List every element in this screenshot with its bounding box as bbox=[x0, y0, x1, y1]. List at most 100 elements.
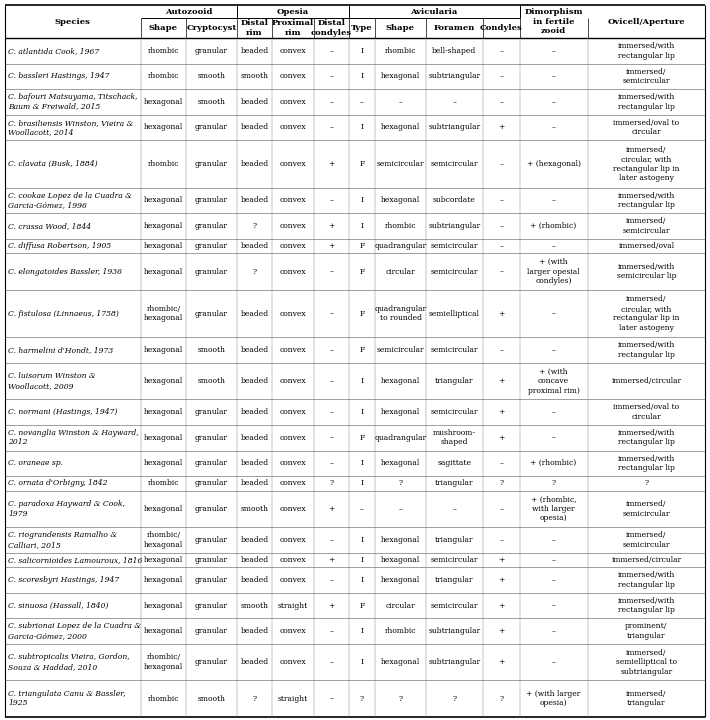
Text: –: – bbox=[360, 98, 364, 106]
Text: rhombic/
hexagonal: rhombic/ hexagonal bbox=[143, 654, 183, 671]
Text: convex: convex bbox=[280, 556, 306, 564]
Text: granular: granular bbox=[195, 505, 228, 513]
Text: beaded: beaded bbox=[240, 576, 268, 584]
Text: straight: straight bbox=[278, 695, 308, 703]
Text: –: – bbox=[329, 536, 333, 544]
Text: semicircular: semicircular bbox=[430, 268, 478, 276]
Text: immersed/with
semicircular lip: immersed/with semicircular lip bbox=[616, 263, 676, 280]
Text: C. scoresbyri Hastings, 1947: C. scoresbyri Hastings, 1947 bbox=[8, 576, 119, 584]
Text: ?: ? bbox=[360, 695, 364, 703]
Text: –: – bbox=[552, 627, 555, 635]
Text: beaded: beaded bbox=[240, 536, 268, 544]
Text: –: – bbox=[552, 556, 555, 564]
Text: Dimorphism
in fertile
zooid: Dimorphism in fertile zooid bbox=[524, 8, 583, 35]
Text: C. brasiliensis Winston, Vieira &
Woollacott, 2014: C. brasiliensis Winston, Vieira & Woolla… bbox=[8, 119, 133, 136]
Text: hexagonal: hexagonal bbox=[143, 556, 183, 564]
Text: +: + bbox=[328, 505, 334, 513]
Text: circular: circular bbox=[386, 268, 415, 276]
Text: C. riograndensis Ramalho &
Calliari, 2015: C. riograndensis Ramalho & Calliari, 201… bbox=[8, 531, 117, 549]
Text: –: – bbox=[499, 242, 503, 250]
Text: F: F bbox=[359, 346, 365, 354]
Text: hexagonal: hexagonal bbox=[143, 377, 183, 385]
Text: +: + bbox=[498, 408, 504, 416]
Text: immersed/with
rectangular lip: immersed/with rectangular lip bbox=[618, 454, 675, 472]
Text: beaded: beaded bbox=[240, 658, 268, 666]
Text: hexagonal: hexagonal bbox=[381, 658, 420, 666]
Text: subcordate: subcordate bbox=[433, 197, 476, 204]
Text: –: – bbox=[499, 47, 503, 55]
Text: convex: convex bbox=[280, 47, 306, 55]
Text: C. diffusa Robertson, 1905: C. diffusa Robertson, 1905 bbox=[8, 242, 111, 250]
Text: immersed/
semicircular: immersed/ semicircular bbox=[623, 217, 670, 235]
Text: hexagonal: hexagonal bbox=[143, 576, 183, 584]
Text: convex: convex bbox=[280, 72, 306, 81]
Text: C. bassleri Hastings, 1947: C. bassleri Hastings, 1947 bbox=[8, 72, 109, 81]
Text: –: – bbox=[499, 98, 503, 106]
Text: –: – bbox=[499, 536, 503, 544]
Text: smooth: smooth bbox=[197, 98, 226, 106]
Text: granular: granular bbox=[195, 47, 228, 55]
Text: beaded: beaded bbox=[240, 480, 268, 487]
Text: –: – bbox=[499, 459, 503, 467]
Text: hexagonal: hexagonal bbox=[143, 346, 183, 354]
Text: beaded: beaded bbox=[240, 459, 268, 467]
Text: +: + bbox=[328, 556, 334, 564]
Text: –: – bbox=[552, 123, 555, 132]
Text: semicircular: semicircular bbox=[430, 242, 478, 250]
Text: hexagonal: hexagonal bbox=[143, 459, 183, 467]
Text: beaded: beaded bbox=[240, 408, 268, 416]
Text: –: – bbox=[329, 346, 333, 354]
Text: immersed/
semielliptical to
subtriangular: immersed/ semielliptical to subtriangula… bbox=[616, 649, 677, 676]
Text: Species: Species bbox=[55, 17, 91, 25]
Text: subtriangular: subtriangular bbox=[428, 72, 481, 81]
Text: +: + bbox=[328, 222, 334, 230]
Text: I: I bbox=[361, 459, 364, 467]
Text: convex: convex bbox=[280, 505, 306, 513]
Text: granular: granular bbox=[195, 123, 228, 132]
Text: –: – bbox=[329, 268, 333, 276]
Text: rhombic: rhombic bbox=[385, 47, 416, 55]
Text: + (with
larger opesial
condyles): + (with larger opesial condyles) bbox=[528, 258, 580, 285]
Text: –: – bbox=[329, 310, 333, 318]
Text: I: I bbox=[361, 658, 364, 666]
Text: F: F bbox=[359, 268, 365, 276]
Text: immersed/
circular, with
rectangular lip in
later astogeny: immersed/ circular, with rectangular lip… bbox=[613, 295, 679, 332]
Text: –: – bbox=[552, 197, 555, 204]
Text: –: – bbox=[360, 505, 364, 513]
Text: granular: granular bbox=[195, 197, 228, 204]
Text: + (hexagonal): + (hexagonal) bbox=[527, 160, 581, 168]
Text: Shape: Shape bbox=[149, 24, 178, 32]
Text: hexagonal: hexagonal bbox=[143, 602, 183, 610]
Text: convex: convex bbox=[280, 627, 306, 635]
Text: + (rhombic,
with larger
opesia): + (rhombic, with larger opesia) bbox=[531, 495, 577, 523]
Text: C. novanglia Winston & Hayward,
2012: C. novanglia Winston & Hayward, 2012 bbox=[8, 429, 138, 446]
Text: ?: ? bbox=[252, 222, 256, 230]
Text: rhombic/
hexagonal: rhombic/ hexagonal bbox=[143, 531, 183, 549]
Text: beaded: beaded bbox=[240, 123, 268, 132]
Text: –: – bbox=[329, 576, 333, 584]
Text: –: – bbox=[452, 98, 457, 106]
Text: rhombic: rhombic bbox=[385, 222, 416, 230]
Text: rhombic: rhombic bbox=[148, 72, 179, 81]
Text: ?: ? bbox=[398, 480, 403, 487]
Text: ?: ? bbox=[329, 480, 334, 487]
Text: I: I bbox=[361, 627, 364, 635]
Text: semicircular: semicircular bbox=[430, 346, 478, 354]
Text: C. sinuosa (Hassall, 1840): C. sinuosa (Hassall, 1840) bbox=[8, 602, 109, 610]
Text: Condyles: Condyles bbox=[480, 24, 523, 32]
Text: –: – bbox=[329, 47, 333, 55]
Text: –: – bbox=[329, 459, 333, 467]
Text: convex: convex bbox=[280, 408, 306, 416]
Text: +: + bbox=[498, 602, 504, 610]
Text: beaded: beaded bbox=[240, 197, 268, 204]
Text: F: F bbox=[359, 160, 365, 168]
Text: triangular: triangular bbox=[435, 377, 474, 385]
Text: mushroom-
shaped: mushroom- shaped bbox=[433, 429, 476, 446]
Text: I: I bbox=[361, 72, 364, 81]
Text: granular: granular bbox=[195, 627, 228, 635]
Text: immersed/with
rectangular lip: immersed/with rectangular lip bbox=[618, 597, 675, 614]
Text: immersed/with
rectangular lip: immersed/with rectangular lip bbox=[618, 572, 675, 589]
Text: convex: convex bbox=[280, 346, 306, 354]
Text: ?: ? bbox=[499, 480, 503, 487]
Text: ?: ? bbox=[552, 480, 556, 487]
